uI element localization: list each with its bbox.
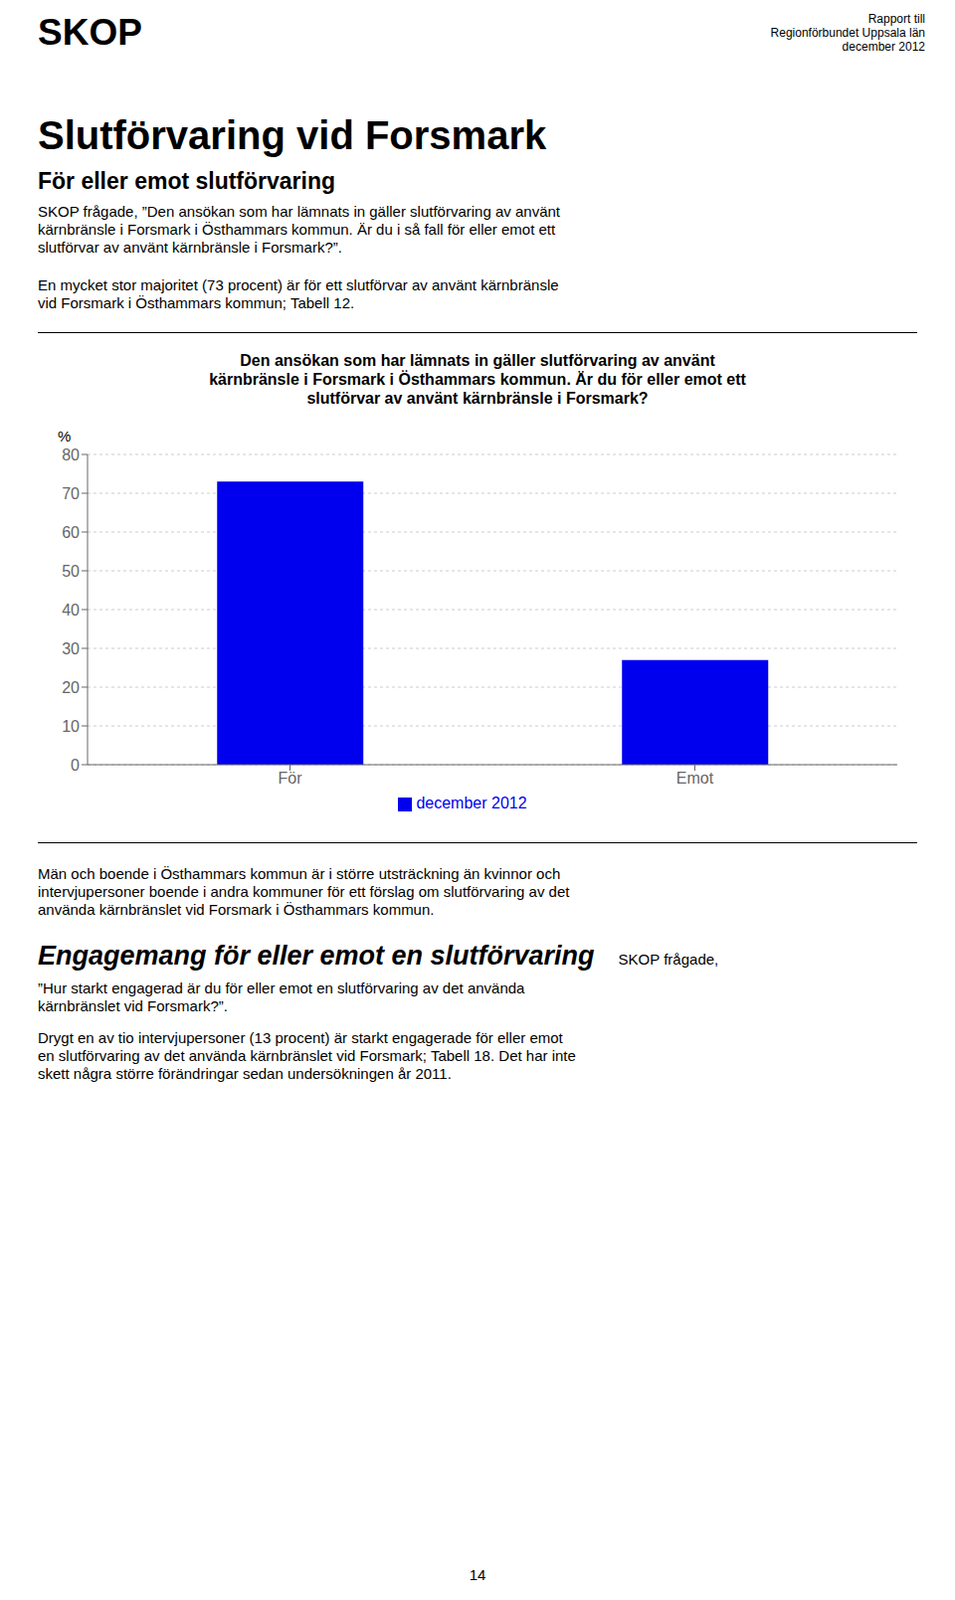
html-text:SKOP: SKOP [37, 11, 143, 53]
svg-text:60: 60 [61, 524, 80, 542]
html-text:använda kärnbränslet vid Forsm: använda kärnbränslet vid Forsmark i Östh… [37, 901, 435, 919]
html-text:skett några större förändringa: skett några större förändringar sedan un… [37, 1065, 452, 1083]
html-text:kärnbränsle i Forsmark i Östha: kärnbränsle i Forsmark i Östhammars komm… [37, 220, 556, 238]
html-text:Drygt en av tio intervjuperson: Drygt en av tio intervjupersoner (13 pro… [37, 1029, 563, 1047]
svg-text:70: 70 [61, 485, 80, 503]
svg-text:20: 20 [61, 679, 80, 697]
svg-text:50: 50 [61, 563, 80, 580]
svg-text:Emot: Emot [676, 769, 715, 787]
html-text:Män och boende i Östhammars ko: Män och boende i Östhammars kommun är i … [37, 865, 561, 883]
html-text:SKOP frågade, ”Den ansökan som: SKOP frågade, ”Den ansökan som har lämna… [37, 202, 561, 220]
html-text:vid Forsmark i Östhammars komm: vid Forsmark i Östhammars kommun; Tabell… [37, 294, 355, 312]
html-text:intervjupersoner boende i andr: intervjupersoner boende i andra kommuner… [37, 883, 570, 901]
html-text:En mycket stor majoritet (73 p: En mycket stor majoritet (73 procent) är… [37, 276, 559, 294]
html-text:kärnbränslet vid Forsmark?”.: kärnbränslet vid Forsmark?”. [37, 997, 228, 1015]
html-text:slutförvar av använt kärnbräns: slutförvar av använt kärnbränsle i Forsm… [37, 238, 343, 256]
svg-text:80: 80 [61, 446, 80, 464]
svg-text:30: 30 [61, 640, 80, 658]
html-text:slutförvar av använt kärnbräns: slutförvar av använt kärnbränsle i Forsm… [306, 389, 649, 407]
html-text:kärnbränsle i Forsmark i Östha: kärnbränsle i Forsmark i Östhammars komm… [209, 371, 746, 388]
html-text:SKOP frågade,: SKOP frågade, [618, 951, 719, 968]
svg-text:40: 40 [61, 601, 80, 619]
html-text:Regionförbundet Uppsala län: Regionförbundet Uppsala län [770, 25, 926, 40]
html-text:december 2012: december 2012 [416, 794, 527, 812]
svg-text:10: 10 [61, 718, 80, 736]
html-text:Engagemang för eller emot en s: Engagemang för eller emot en slutförvari… [37, 941, 595, 971]
svg-text:0: 0 [70, 757, 80, 774]
html-text:För eller emot slutförvaring: För eller emot slutförvaring [37, 168, 336, 194]
html-text:”Hur starkt engagerad är du fö: ”Hur starkt engagerad är du för eller em… [37, 979, 525, 997]
html-text:en slutförvaring av det använd: en slutförvaring av det använda kärnbrän… [37, 1047, 576, 1065]
html-text:december 2012: december 2012 [842, 39, 926, 54]
html-text:14: 14 [469, 1566, 486, 1584]
html-text:Slutförvaring vid Forsmark: Slutförvaring vid Forsmark [37, 113, 547, 158]
svg-text:För: För [278, 769, 304, 787]
html-text:Rapport till: Rapport till [868, 11, 926, 26]
html-text:Den ansökan som har lämnats in: Den ansökan som har lämnats in gäller sl… [240, 352, 715, 370]
